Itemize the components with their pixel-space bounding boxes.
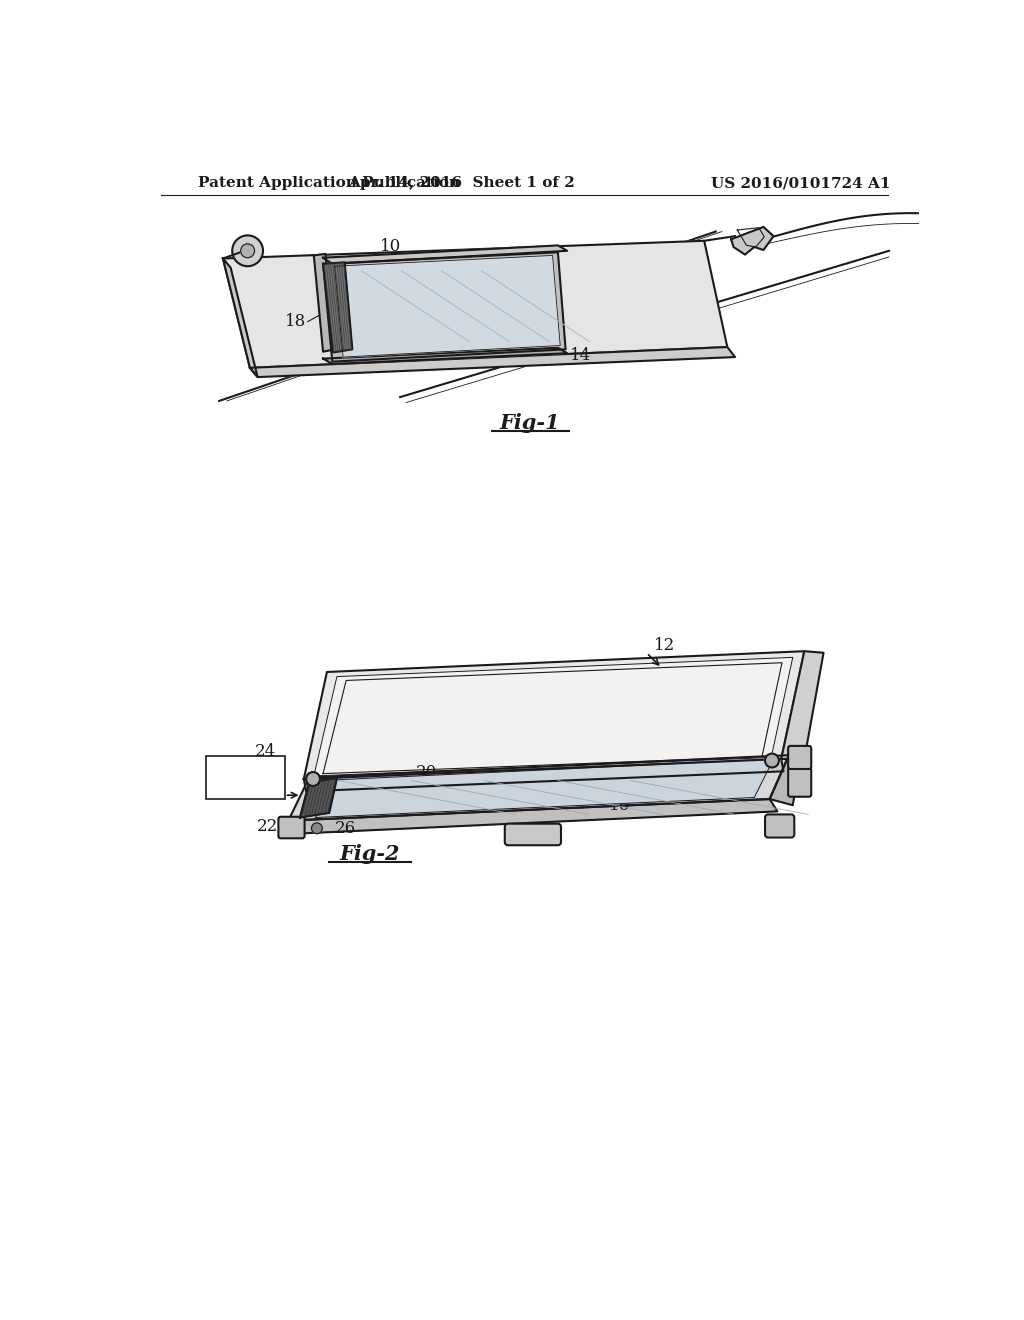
Polygon shape xyxy=(770,755,801,805)
Text: 10: 10 xyxy=(380,239,401,256)
Polygon shape xyxy=(289,755,788,821)
Polygon shape xyxy=(304,759,783,792)
Circle shape xyxy=(232,235,263,267)
Text: 16: 16 xyxy=(609,797,630,813)
Text: 18: 18 xyxy=(383,779,403,796)
Polygon shape xyxy=(335,256,560,358)
Polygon shape xyxy=(731,227,773,255)
Circle shape xyxy=(765,754,779,767)
Text: Apr. 14, 2016  Sheet 1 of 2: Apr. 14, 2016 Sheet 1 of 2 xyxy=(348,176,575,190)
Circle shape xyxy=(306,772,319,785)
Polygon shape xyxy=(289,799,777,834)
Polygon shape xyxy=(313,657,793,776)
Polygon shape xyxy=(323,246,567,264)
FancyBboxPatch shape xyxy=(505,824,561,845)
FancyBboxPatch shape xyxy=(279,817,304,838)
Polygon shape xyxy=(250,347,735,378)
Text: US 2016/0101724 A1: US 2016/0101724 A1 xyxy=(711,176,890,190)
Polygon shape xyxy=(323,263,352,352)
Polygon shape xyxy=(223,240,727,368)
Text: 12: 12 xyxy=(462,276,483,293)
FancyBboxPatch shape xyxy=(206,756,285,799)
Polygon shape xyxy=(304,651,804,779)
Text: 16: 16 xyxy=(539,294,560,312)
Text: 20: 20 xyxy=(360,305,381,322)
Polygon shape xyxy=(323,348,567,364)
FancyBboxPatch shape xyxy=(788,767,811,797)
Polygon shape xyxy=(300,779,337,817)
Text: Fig-1: Fig-1 xyxy=(499,413,560,433)
Polygon shape xyxy=(781,651,823,759)
Polygon shape xyxy=(315,759,773,817)
Circle shape xyxy=(241,244,255,257)
Text: 24: 24 xyxy=(255,743,276,760)
Text: 20: 20 xyxy=(416,764,436,781)
Text: 14: 14 xyxy=(569,347,591,364)
Text: 22: 22 xyxy=(257,818,279,836)
FancyBboxPatch shape xyxy=(788,746,811,770)
Text: 26: 26 xyxy=(335,820,355,837)
Polygon shape xyxy=(223,259,258,378)
Text: Patent Application Publication: Patent Application Publication xyxy=(199,176,461,190)
Polygon shape xyxy=(313,253,335,351)
Polygon shape xyxy=(323,252,565,362)
Text: Vehicle
Battery: Vehicle Battery xyxy=(220,763,270,792)
Text: 18: 18 xyxy=(285,313,306,330)
Text: 12: 12 xyxy=(654,636,676,653)
Circle shape xyxy=(311,822,323,834)
FancyBboxPatch shape xyxy=(765,814,795,838)
Text: Fig-2: Fig-2 xyxy=(339,845,399,865)
